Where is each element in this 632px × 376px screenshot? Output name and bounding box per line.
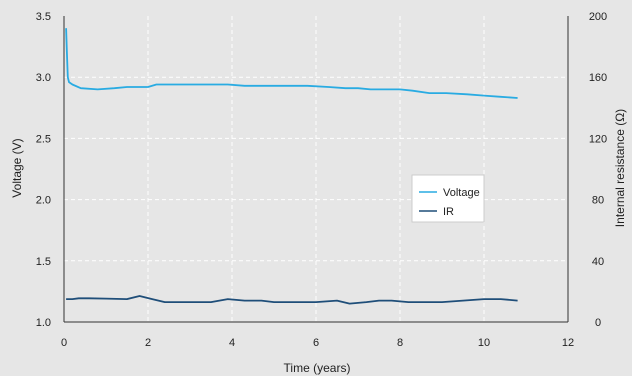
axes: 0 2 4 6 8 10 12 1.0 1.5 2.0 2.5 3.0 3.5 0 40 80 120 160 20… bbox=[36, 11, 607, 349]
y2-tick-label: 0 bbox=[595, 317, 601, 329]
legend-voltage-label: Voltage bbox=[443, 187, 480, 199]
x-tick-label: 0 bbox=[61, 337, 67, 349]
y-tick-label: 2.5 bbox=[36, 133, 51, 145]
y-tick-label: 2.0 bbox=[36, 195, 51, 207]
y2-tick-label: 80 bbox=[592, 195, 604, 207]
x-axis-title: Time (years) bbox=[284, 361, 351, 375]
x-tick-label: 6 bbox=[313, 337, 319, 349]
y2-axis-title: Internal resistance (Ω) bbox=[613, 109, 627, 227]
x-tick-label: 4 bbox=[229, 337, 235, 349]
y-tick-label: 1.5 bbox=[36, 256, 51, 268]
legend: Voltage IR bbox=[411, 174, 485, 223]
series-line-ir bbox=[66, 295, 518, 305]
grid bbox=[64, 16, 568, 322]
y2-tick-label: 160 bbox=[589, 72, 607, 84]
y-axis-title: Voltage (V) bbox=[10, 138, 24, 197]
x-tick-label: 10 bbox=[478, 337, 490, 349]
y-tick-label: 1.0 bbox=[36, 317, 51, 329]
x-tick-label: 12 bbox=[562, 337, 574, 349]
y-tick-label: 3.5 bbox=[36, 11, 51, 23]
y2-tick-label: 40 bbox=[592, 256, 604, 268]
y-tick-label: 3.0 bbox=[36, 72, 51, 84]
legend-ir-label: IR bbox=[443, 206, 454, 218]
series-line-voltage bbox=[65, 28, 518, 99]
series bbox=[65, 28, 518, 305]
y2-tick-label: 120 bbox=[589, 133, 607, 145]
y2-tick-label: 200 bbox=[589, 11, 607, 23]
x-tick-label: 2 bbox=[145, 337, 151, 349]
legend-box bbox=[411, 174, 485, 223]
x-tick-label: 8 bbox=[397, 337, 403, 349]
